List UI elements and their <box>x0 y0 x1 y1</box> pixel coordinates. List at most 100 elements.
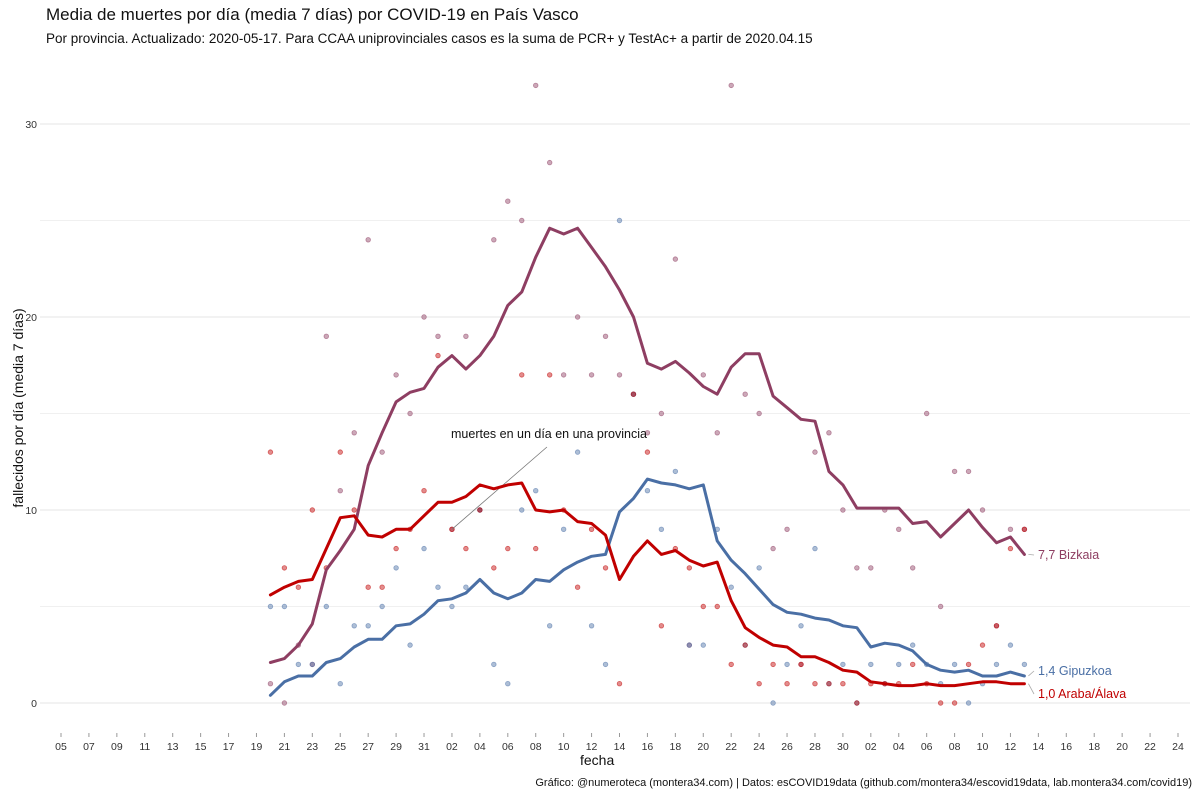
annotation-text: muertes en un día en una provincia <box>451 427 647 441</box>
daily-death-point <box>463 545 469 552</box>
daily-death-point <box>505 198 511 204</box>
daily-death-point <box>951 700 958 706</box>
daily-death-point <box>533 545 539 552</box>
daily-death-point <box>658 623 665 629</box>
x-tick-label: 24 <box>753 741 765 753</box>
daily-death-point <box>812 545 818 552</box>
daily-death-point <box>505 545 511 552</box>
daily-death-point <box>937 700 944 706</box>
x-tick-label: 05 <box>55 741 67 753</box>
daily-death-point <box>770 700 776 706</box>
daily-death-point <box>812 681 818 687</box>
x-tick-label: 22 <box>1144 741 1156 753</box>
daily-death-point <box>979 507 986 513</box>
daily-death-point <box>728 661 734 668</box>
x-tick-label: 12 <box>1005 741 1017 753</box>
x-tick-label: 25 <box>334 741 346 753</box>
daily-death-point <box>1007 545 1014 552</box>
daily-death-point <box>742 642 748 648</box>
daily-death-point <box>826 681 832 687</box>
x-tick-label: 16 <box>642 741 654 753</box>
daily-death-point <box>393 565 399 571</box>
daily-death-point <box>574 584 581 590</box>
daily-death-point <box>700 372 706 378</box>
daily-death-point <box>700 642 706 648</box>
series-end-label: 1,0 Araba/Álava <box>1038 686 1126 701</box>
daily-death-point <box>519 372 525 378</box>
x-tick-label: 23 <box>306 741 318 753</box>
daily-death-point <box>379 449 385 455</box>
daily-death-point <box>519 217 525 224</box>
daily-death-point <box>644 488 651 494</box>
daily-death-point <box>533 82 539 89</box>
end-label-leader <box>1028 670 1035 677</box>
daily-death-point <box>435 333 441 339</box>
daily-death-point <box>672 468 679 475</box>
x-tick-label: 10 <box>977 741 989 753</box>
daily-death-point <box>616 217 623 224</box>
daily-death-point <box>854 565 860 571</box>
daily-death-point <box>616 372 623 378</box>
daily-death-point <box>351 507 357 513</box>
daily-death-point <box>910 642 916 648</box>
daily-death-point <box>784 661 790 668</box>
daily-death-point <box>602 661 609 668</box>
daily-death-point <box>365 237 371 243</box>
daily-death-point <box>644 430 651 436</box>
x-tick-label: 19 <box>251 741 263 753</box>
daily-death-point <box>770 661 776 668</box>
daily-death-point <box>868 661 874 668</box>
daily-death-point <box>756 565 762 571</box>
x-tick-label: 14 <box>1033 741 1045 753</box>
daily-death-point <box>868 565 874 571</box>
daily-death-point <box>686 565 693 571</box>
x-tick-label: 02 <box>446 741 458 753</box>
daily-death-point <box>546 372 553 378</box>
daily-death-point <box>728 584 734 590</box>
daily-death-point <box>686 642 693 648</box>
daily-death-point <box>309 661 316 668</box>
daily-death-point <box>574 449 581 455</box>
daily-death-point <box>784 681 790 687</box>
daily-death-point <box>616 681 623 687</box>
daily-death-point <box>351 430 357 436</box>
daily-death-point <box>798 623 804 629</box>
daily-death-point <box>505 681 511 687</box>
series-line <box>268 477 1026 697</box>
daily-death-point <box>588 623 595 629</box>
x-tick-label: 21 <box>279 741 291 753</box>
end-label-leader <box>1028 553 1035 556</box>
daily-death-point <box>826 430 832 436</box>
daily-death-point <box>337 449 343 455</box>
daily-death-point <box>714 603 720 610</box>
daily-death-point <box>965 661 972 668</box>
x-tick-label: 09 <box>111 741 123 753</box>
x-tick-label: 10 <box>558 741 570 753</box>
daily-death-point <box>477 507 483 513</box>
daily-death-point <box>923 410 930 417</box>
x-tick-label: 16 <box>1060 741 1072 753</box>
daily-death-point <box>840 681 846 687</box>
series-end-label: 7,7 Bizkaia <box>1038 548 1099 562</box>
daily-death-point <box>281 603 288 610</box>
daily-death-point <box>937 603 944 610</box>
daily-death-point <box>993 623 1000 629</box>
daily-death-point <box>910 565 916 571</box>
x-tick-label: 18 <box>1088 741 1100 753</box>
x-tick-label: 31 <box>418 741 430 753</box>
daily-death-point <box>979 642 986 648</box>
daily-death-point <box>965 700 972 706</box>
daily-death-point <box>812 449 818 455</box>
daily-death-point <box>700 603 706 610</box>
daily-death-point <box>337 488 343 494</box>
daily-death-point <box>910 661 916 668</box>
daily-death-point <box>770 545 776 552</box>
daily-death-point <box>435 584 441 590</box>
daily-death-point <box>435 352 441 359</box>
daily-death-point <box>546 623 553 629</box>
daily-death-point <box>1021 526 1028 532</box>
x-tick-label: 15 <box>195 741 207 753</box>
daily-death-point <box>449 603 455 610</box>
daily-death-point <box>756 681 762 687</box>
